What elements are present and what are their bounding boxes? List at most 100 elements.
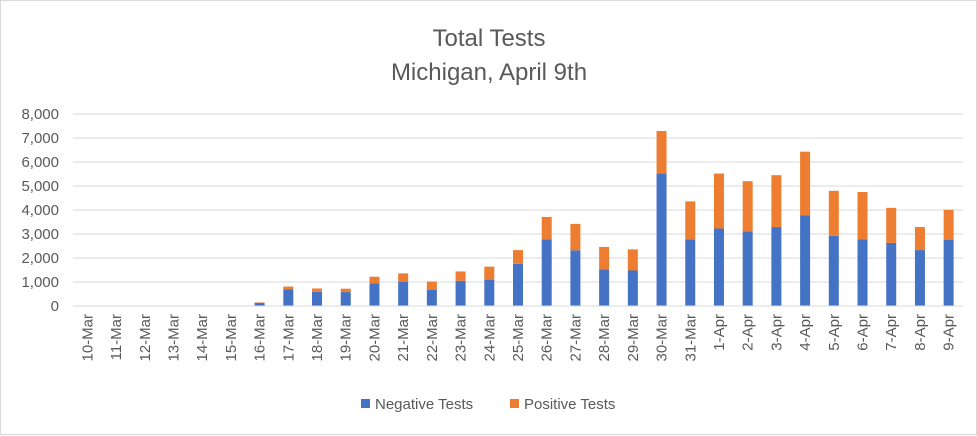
legend-swatch-positive <box>510 399 519 408</box>
x-tick-label: 2-Apr <box>740 314 757 351</box>
bar-positive <box>312 288 322 291</box>
x-tick-label: 4-Apr <box>797 314 814 351</box>
bar-positive <box>570 224 580 250</box>
bar-positive <box>513 250 523 264</box>
x-tick-label: 13-Mar <box>165 314 182 362</box>
y-tick-label: 3,000 <box>21 226 59 243</box>
bar-positive <box>456 271 466 280</box>
x-tick-label: 31-Mar <box>682 314 699 362</box>
bar-positive <box>886 208 896 243</box>
x-tick-label: 10-Mar <box>79 314 96 362</box>
bar-negative <box>628 270 638 306</box>
bar-negative <box>915 250 925 306</box>
x-tick-label: 12-Mar <box>137 314 154 362</box>
bar-negative <box>484 280 494 306</box>
bar-negative <box>570 250 580 306</box>
x-tick-label: 17-Mar <box>280 314 297 362</box>
bar-positive <box>427 282 437 290</box>
bar-negative <box>685 239 695 306</box>
x-tick-label: 25-Mar <box>510 314 527 362</box>
bar-negative <box>714 228 724 306</box>
x-tick-label: 1-Apr <box>711 314 728 351</box>
bar-negative <box>944 240 954 306</box>
bar-positive <box>944 210 954 240</box>
legend-label-negative: Negative Tests <box>375 396 473 413</box>
bar-negative <box>513 264 523 306</box>
x-tick-label: 7-Apr <box>883 314 900 351</box>
bar-positive <box>341 289 351 292</box>
y-tick-label: 8,000 <box>21 106 59 123</box>
x-tick-label: 15-Mar <box>223 314 240 362</box>
bar-negative <box>886 243 896 306</box>
bar-positive <box>628 249 638 270</box>
x-tick-label: 8-Apr <box>912 314 929 351</box>
bar-negative <box>829 236 839 306</box>
x-tick-label: 24-Mar <box>481 314 498 362</box>
bar-positive <box>829 191 839 236</box>
bar-negative <box>657 173 667 306</box>
bar-negative <box>599 269 609 306</box>
y-tick-label: 5,000 <box>21 178 59 195</box>
x-tick-label: 20-Mar <box>366 314 383 362</box>
legend: Negative Tests Positive Tests <box>361 396 615 413</box>
bar-positive <box>771 175 781 227</box>
bar-positive <box>915 227 925 250</box>
bar-negative <box>858 239 868 306</box>
bar-positive <box>542 217 552 239</box>
x-tick-label: 3-Apr <box>768 314 785 351</box>
bar-negative <box>542 239 552 306</box>
bar-positive <box>714 174 724 229</box>
chart-subtitle: Michigan, April 9th <box>391 59 587 86</box>
bar-positive <box>599 247 609 269</box>
bar-negative <box>456 281 466 306</box>
x-tick-label: 6-Apr <box>855 314 872 351</box>
y-tick-label: 7,000 <box>21 130 59 147</box>
bar-positive <box>800 152 810 216</box>
bar-negative <box>341 292 351 306</box>
bar-negative <box>398 282 408 306</box>
x-tick-label: 11-Mar <box>108 314 125 360</box>
y-tick-label: 1,000 <box>21 274 59 291</box>
y-axis: 0 1,000 2,000 3,000 4,000 5,000 6,000 7,000 8,00… <box>21 106 59 315</box>
bar-positive <box>657 131 667 173</box>
bar-positive <box>398 273 408 282</box>
x-tick-label: 22-Mar <box>424 314 441 362</box>
x-tick-label: 29-Mar <box>625 314 642 362</box>
legend-label-positive: Positive Tests <box>524 396 615 413</box>
y-tick-label: 0 <box>51 298 59 315</box>
y-tick-label: 4,000 <box>21 202 59 219</box>
bar-positive <box>369 277 379 283</box>
bar-negative <box>800 216 810 306</box>
bar-positive <box>283 287 293 290</box>
bar-negative <box>312 292 322 306</box>
x-tick-label: 27-Mar <box>567 314 584 362</box>
bar-positive <box>858 192 868 239</box>
x-axis: 10-Mar 11-Mar 12-Mar 13-Mar 14-Mar 15-Mar 16-M… <box>79 314 957 362</box>
x-tick-label: 16-Mar <box>252 314 269 362</box>
bar-negative <box>771 227 781 306</box>
bar-negative <box>743 231 753 306</box>
x-tick-label: 30-Mar <box>654 314 671 362</box>
x-tick-label: 21-Mar <box>395 314 412 362</box>
x-tick-label: 14-Mar <box>194 314 211 362</box>
bars <box>255 131 954 306</box>
y-tick-label: 2,000 <box>21 250 59 267</box>
x-tick-label: 5-Apr <box>826 314 843 351</box>
bar-positive <box>484 267 494 280</box>
x-tick-label: 9-Apr <box>941 314 958 351</box>
bar-negative <box>283 289 293 306</box>
y-tick-label: 6,000 <box>21 154 59 171</box>
chart-title: Total Tests <box>433 25 546 52</box>
x-tick-label: 18-Mar <box>309 314 326 362</box>
bar-negative <box>427 290 437 306</box>
x-tick-label: 26-Mar <box>539 314 556 362</box>
bar-positive <box>743 181 753 231</box>
legend-swatch-negative <box>361 399 370 408</box>
x-tick-label: 28-Mar <box>596 314 613 362</box>
x-tick-label: 19-Mar <box>338 314 355 362</box>
bar-positive <box>685 201 695 239</box>
bar-negative <box>369 283 379 306</box>
x-tick-label: 23-Mar <box>453 314 470 362</box>
